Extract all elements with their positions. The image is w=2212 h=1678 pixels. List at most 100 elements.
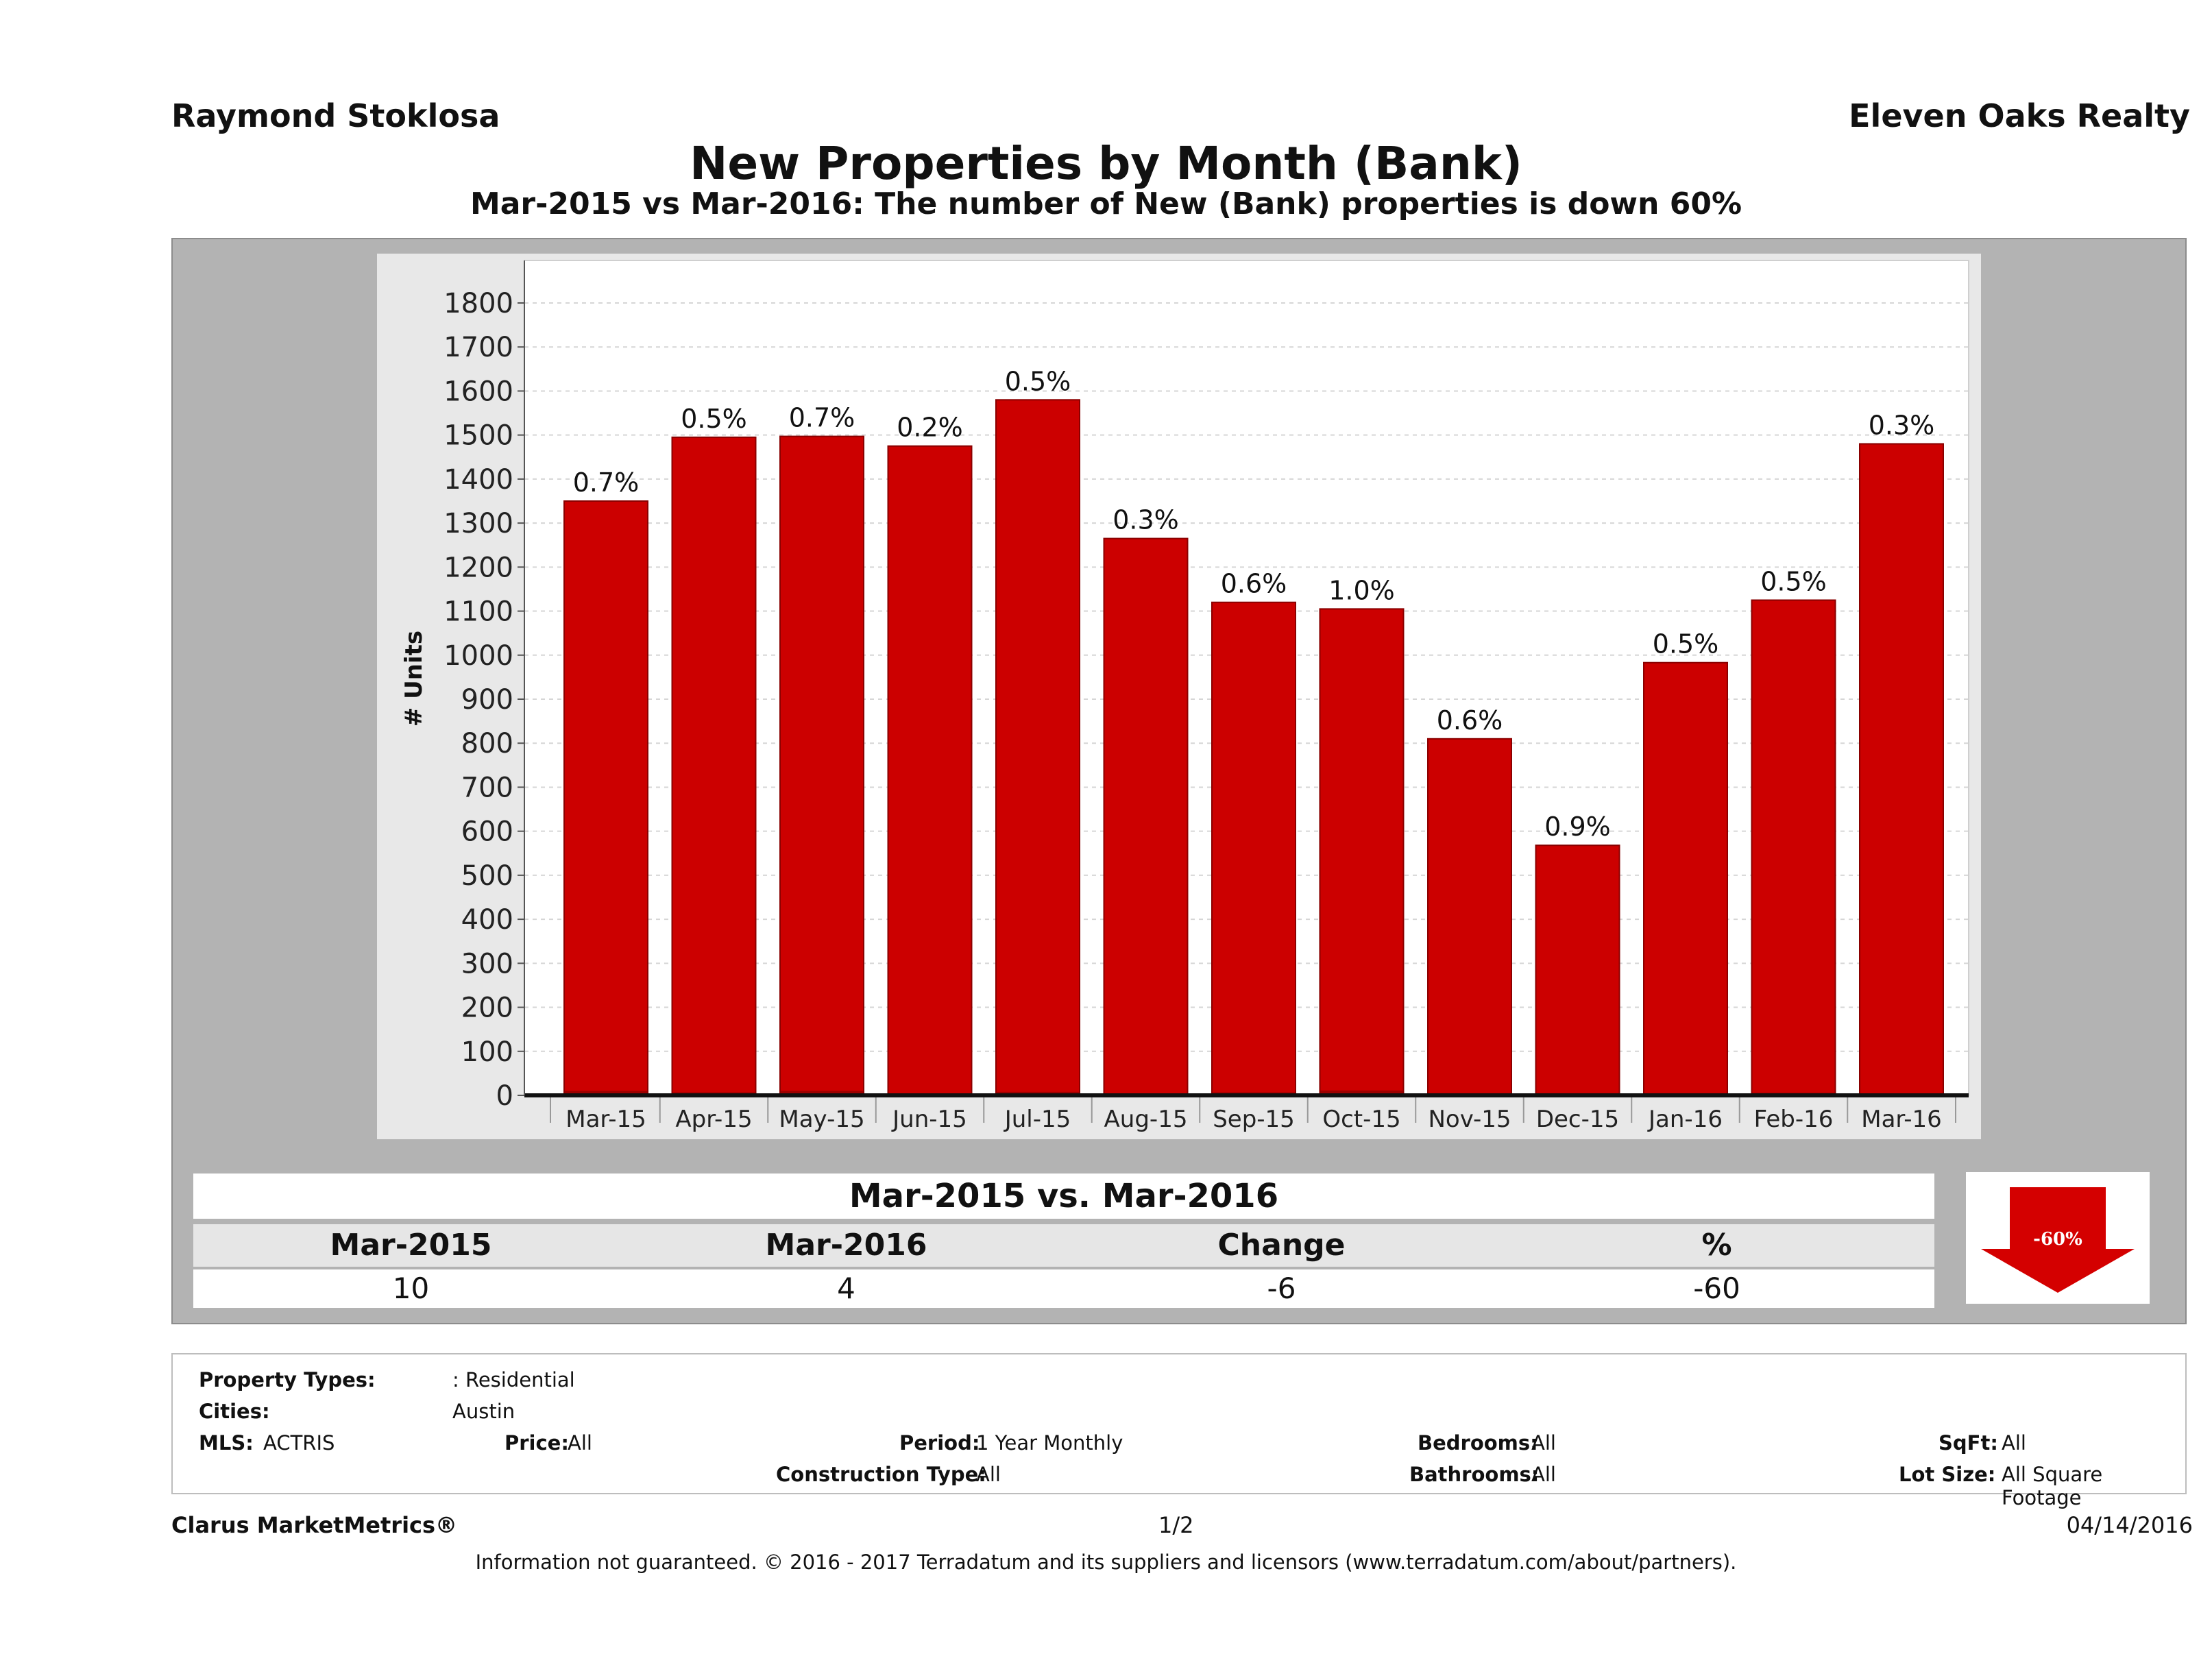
price-value: All <box>568 1431 592 1455</box>
bar-bank <box>564 1091 648 1095</box>
x-tick-label: Mar-16 <box>1861 1106 1942 1133</box>
bar-total <box>1643 661 1728 1096</box>
summary-value-row: 10 4 -6 -60 <box>193 1269 1934 1308</box>
summary-header-percent: % <box>1701 1228 1732 1263</box>
bar-data-label: 0.6% <box>1221 569 1287 599</box>
search-criteria: Property Types: : Residential Cities: Au… <box>171 1353 2187 1509</box>
bedrooms-value: All <box>1531 1431 1556 1455</box>
sqft-label: SqFt: <box>1938 1431 1998 1455</box>
summary-header-change: Change <box>1217 1228 1346 1263</box>
y-tick-label: 1800 <box>443 288 513 319</box>
period-value: 1 Year Monthly <box>976 1431 1123 1455</box>
bar-total <box>671 436 757 1096</box>
summary-value-mar2016: 4 <box>837 1272 855 1305</box>
y-tick-label: 1100 <box>443 596 513 628</box>
x-tick-label: Feb-16 <box>1754 1106 1834 1133</box>
y-tick-label: 1200 <box>443 552 513 583</box>
mls-label: MLS: <box>199 1431 254 1455</box>
summary-title: Mar-2015 vs. Mar-2016 <box>193 1174 1934 1219</box>
bar-data-label: 0.5% <box>681 404 747 434</box>
x-tick-label: Nov-15 <box>1429 1106 1511 1133</box>
summary-value-change: -6 <box>1267 1272 1296 1305</box>
y-tick-label: 700 <box>461 772 513 803</box>
y-tick-label: 400 <box>461 904 513 936</box>
bar-bank <box>780 1091 864 1095</box>
y-tick-label: 1400 <box>443 464 513 496</box>
bar-data-label: 1.0% <box>1328 575 1395 605</box>
summary-value-percent: -60 <box>1693 1272 1740 1305</box>
summary-value-mar2015: 10 <box>392 1272 430 1305</box>
bar-data-label: 0.6% <box>1437 705 1503 735</box>
cities-value: Austin <box>452 1400 515 1423</box>
chart-title: New Properties by Month (Bank) <box>690 137 1522 190</box>
bar-data-label: 0.3% <box>1113 505 1179 535</box>
bar-data-label: 0.2% <box>897 413 963 443</box>
construction-label: Construction Type: <box>776 1463 986 1486</box>
change-indicator: -60% <box>1966 1172 2150 1304</box>
bar-total <box>1427 738 1512 1096</box>
summary-header-row: Mar-2015 Mar-2016 Change % <box>193 1224 1934 1267</box>
bathrooms-value: All <box>1531 1463 1556 1486</box>
bar-bank <box>1320 1090 1404 1095</box>
bar-data-label: 0.9% <box>1544 812 1611 842</box>
bar-data-label: 0.7% <box>789 403 855 433</box>
x-tick-label: Jan-16 <box>1647 1106 1723 1133</box>
lot-size-value: All Square Footage <box>2002 1463 2103 1509</box>
property-types-value: : Residential <box>452 1368 575 1391</box>
bar-data-label: 0.5% <box>1653 629 1719 659</box>
bar-total <box>1211 601 1296 1096</box>
bar-total <box>887 445 973 1096</box>
y-tick-label: 1500 <box>443 420 513 452</box>
period-label: Period: <box>899 1431 980 1455</box>
y-tick-label: 900 <box>461 684 513 716</box>
y-tick-label: 1000 <box>443 640 513 672</box>
bar-total <box>1535 844 1620 1096</box>
x-tick-label: Dec-15 <box>1536 1106 1619 1133</box>
bar-data-label: 0.7% <box>573 467 640 498</box>
footer-brand: Clarus MarketMetrics® <box>171 1512 458 1538</box>
bathrooms-label: Bathrooms: <box>1409 1463 1540 1486</box>
sqft-value: All <box>2002 1431 2026 1455</box>
x-tick-label: Mar-15 <box>566 1106 646 1133</box>
brokerage-name: Eleven Oaks Realty <box>1849 97 2190 134</box>
price-label: Price: <box>505 1431 569 1455</box>
bedrooms-label: Bedrooms: <box>1418 1431 1538 1455</box>
cities-label: Cities: <box>199 1400 270 1423</box>
mls-value: ACTRIS <box>263 1431 335 1455</box>
y-tick-label: 1700 <box>443 332 513 363</box>
y-tick-label: 600 <box>461 816 513 848</box>
x-tick-label: Aug-15 <box>1104 1106 1188 1133</box>
x-tick-label: Apr-15 <box>675 1106 752 1133</box>
property-types-label: Property Types: <box>199 1368 376 1391</box>
x-tick-label: Sep-15 <box>1213 1106 1295 1133</box>
bar-total <box>779 435 864 1096</box>
y-axis-ticks: 0 100 200 300 400 500 600 700 800 900 1000 1100 1200… <box>443 288 524 1112</box>
bar-total <box>1319 608 1405 1096</box>
y-tick-label: 800 <box>461 728 513 759</box>
bar-total <box>1103 537 1189 1097</box>
y-tick-label: 100 <box>461 1036 513 1068</box>
bar-total <box>1751 599 1836 1096</box>
bars: 0.7% 0.5% 0.7% 0.2% 0.5% 0.3% 0.6% 1.0% 0.6% 0.9%… <box>563 366 1944 1097</box>
y-tick-label: 1300 <box>443 508 513 539</box>
x-tick-label: Jul-15 <box>1004 1106 1071 1133</box>
x-axis-labels: Mar-15 Apr-15 May-15 Jun-15 Jul-15 Aug-15 Sep-… <box>550 1095 1956 1133</box>
bar-total <box>995 399 1080 1097</box>
bar-data-label: 0.5% <box>1760 567 1827 597</box>
y-tick-label: 200 <box>461 993 513 1024</box>
down-arrow-icon: -60% <box>1981 1187 2135 1293</box>
bar-data-label: 0.5% <box>1005 366 1071 396</box>
bar-total <box>563 500 648 1096</box>
page-number: 1/2 <box>1158 1512 1194 1538</box>
disclaimer: Information not guaranteed. © 2016 - 201… <box>475 1551 1737 1574</box>
y-tick-label: 1600 <box>443 376 513 407</box>
summary-header-mar2016: Mar-2016 <box>765 1228 927 1263</box>
lot-size-label: Lot Size: <box>1899 1463 1996 1486</box>
summary-header-mar2015: Mar-2015 <box>330 1228 492 1263</box>
agent-name: Raymond Stoklosa <box>171 97 500 134</box>
y-tick-label: 300 <box>461 948 513 980</box>
report-date: 04/14/2016 <box>2066 1512 2193 1538</box>
change-badge-label: -60% <box>2033 1229 2082 1250</box>
bar-chart: 0 100 200 300 400 500 600 700 800 900 1000 1100 1200… <box>400 260 1969 1133</box>
bar-data-label: 0.3% <box>1869 411 1935 441</box>
